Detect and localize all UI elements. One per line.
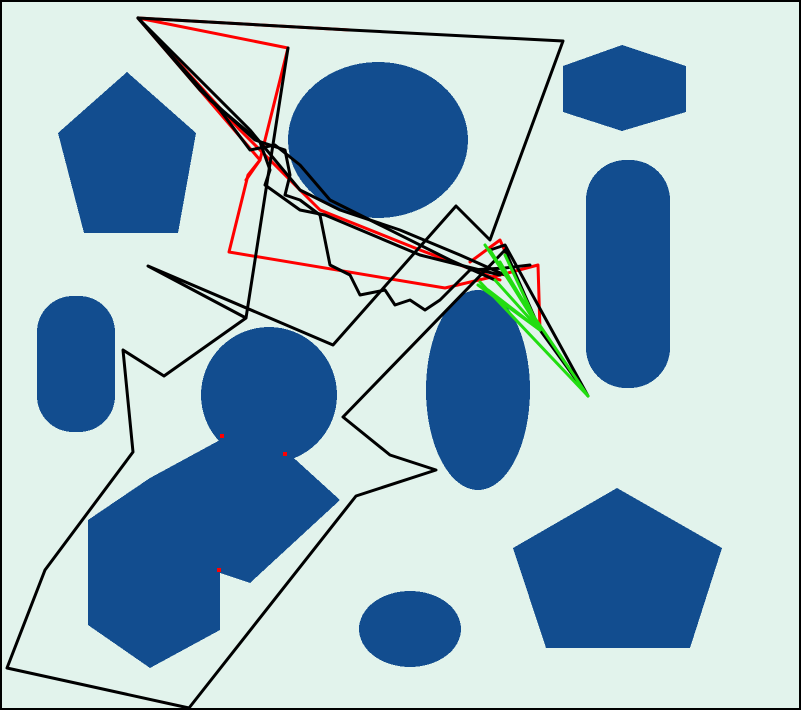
black-path-wiggle xyxy=(136,16,532,312)
circle-top-center-obstacle xyxy=(288,62,468,218)
red-marker xyxy=(217,568,221,572)
black-path xyxy=(5,16,590,710)
ellipse-center-obstacle xyxy=(426,290,530,490)
red-marker xyxy=(283,452,287,456)
circle-center-left-obstacle xyxy=(201,327,337,463)
green-fan xyxy=(476,243,590,398)
red-marker xyxy=(220,434,224,438)
green-ray xyxy=(493,278,542,332)
pentagon-bottom-right-obstacle xyxy=(513,488,722,648)
capsule-right-obstacle xyxy=(586,160,670,388)
pentagon-top-left-obstacle xyxy=(58,72,196,233)
ellipse-bottom-center-obstacle xyxy=(359,591,461,667)
black-path-main xyxy=(5,16,590,710)
red-markers xyxy=(217,434,287,572)
blob-lower-left-obstacle xyxy=(88,440,340,668)
green-ray xyxy=(503,253,542,332)
capsule-left-obstacle xyxy=(37,296,115,432)
black-path-wiggle xyxy=(136,16,502,277)
black-path-wiggle xyxy=(136,16,497,282)
green-ray xyxy=(486,288,542,332)
hexagon-top-right-obstacle xyxy=(563,45,686,131)
obstacles xyxy=(37,45,722,668)
black-path-wiggle xyxy=(136,16,507,277)
